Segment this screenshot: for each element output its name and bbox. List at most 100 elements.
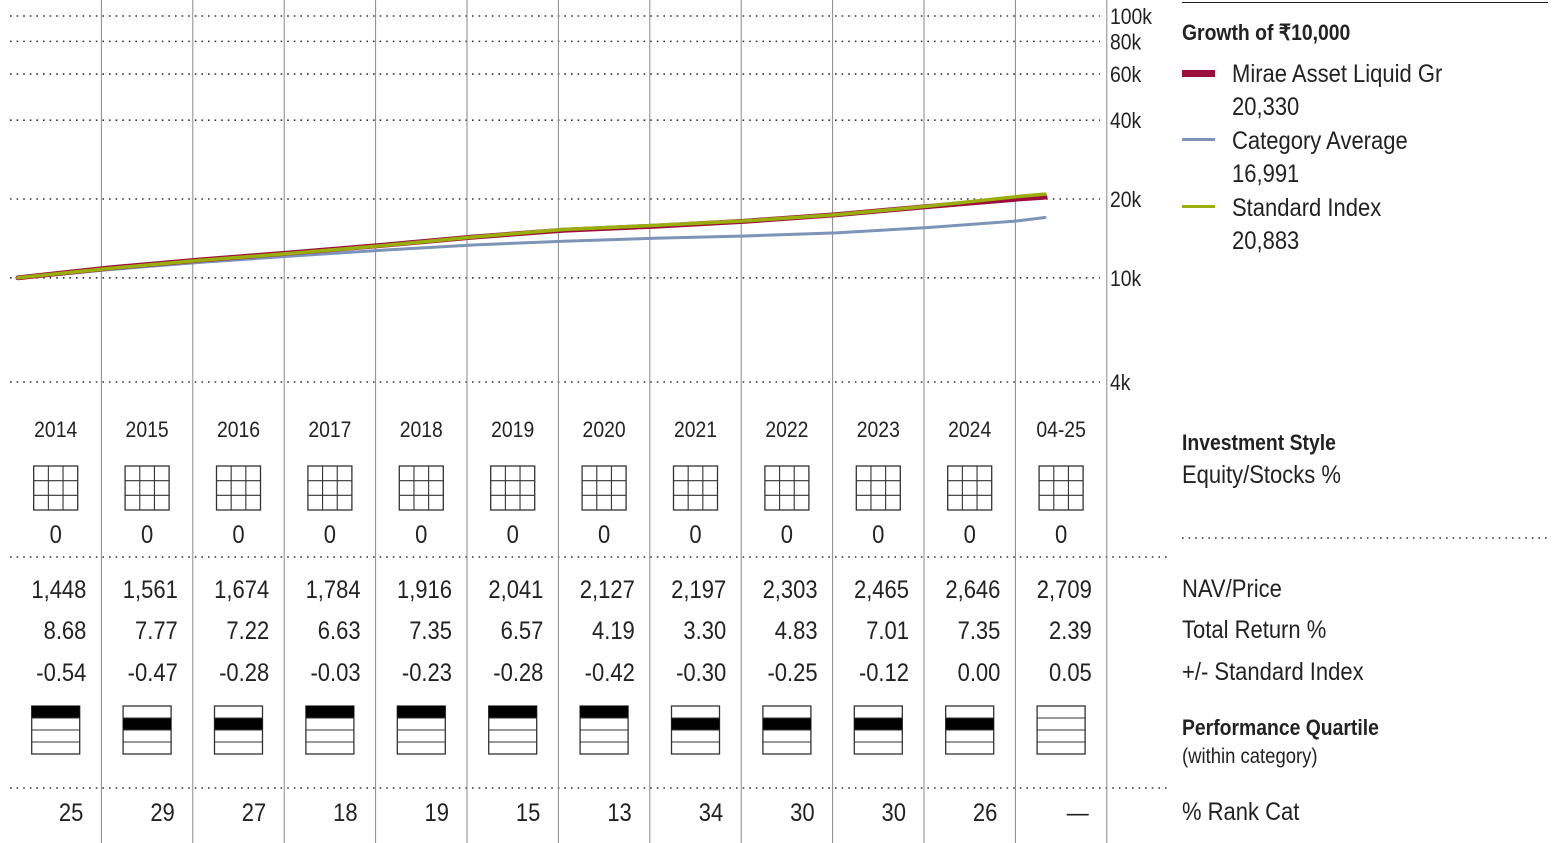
style-box-2015 <box>124 465 170 511</box>
year-label-2024: 2024 <box>948 418 991 442</box>
rank-value: 26 <box>973 799 997 827</box>
table-cell: 1,674 <box>214 576 269 604</box>
series-line-1 <box>16 216 1047 280</box>
y-tick-100k: 100k <box>1110 5 1153 29</box>
table-cell: -0.12 <box>859 659 909 687</box>
row-label-rank: % Rank Cat <box>1182 798 1300 826</box>
quartile-box-2015 <box>122 705 172 755</box>
style-box-2017 <box>307 465 353 511</box>
table-cell: 2,709 <box>1037 576 1092 604</box>
equity-values: 0 0 0 0 0 0 0 0 0 0 0 0 <box>50 521 1068 549</box>
year-label-04-25: 04-25 <box>1036 418 1086 442</box>
year-label-2022: 2022 <box>765 418 808 442</box>
year-label-2019: 2019 <box>491 418 534 442</box>
legend-swatch-index <box>1182 205 1215 208</box>
rank-value: 13 <box>607 799 631 827</box>
quartile-box-2016 <box>213 705 264 755</box>
investment-style-boxes <box>33 465 1084 511</box>
quartile-fill <box>762 718 811 730</box>
table-cell: 1,916 <box>397 576 452 604</box>
quartile-fill <box>31 706 80 718</box>
equity-value: 0 <box>1055 521 1067 549</box>
style-box-2020 <box>581 465 627 511</box>
rank-value: 30 <box>882 799 906 827</box>
quartile-fill <box>671 718 720 730</box>
table-cell: 6.57 <box>501 617 544 645</box>
legend-label-category: Category Average <box>1232 127 1408 155</box>
year-label-2018: 2018 <box>400 418 443 442</box>
style-box-2019 <box>490 465 536 511</box>
table-cell: 7.77 <box>135 617 178 645</box>
year-label-2021: 2021 <box>674 418 717 442</box>
year-label-2016: 2016 <box>217 418 260 442</box>
equity-value: 0 <box>689 521 701 549</box>
table-cell: 4.19 <box>592 617 635 645</box>
style-box-2018 <box>398 465 444 511</box>
row-label-nav: NAV/Price <box>1182 575 1282 603</box>
y-tick-40k: 40k <box>1110 109 1142 133</box>
table-cell: -0.28 <box>219 659 269 687</box>
table-cell: 2,303 <box>763 576 818 604</box>
quartile-box-2017 <box>305 705 355 755</box>
rank-value: 27 <box>242 799 266 827</box>
year-label-2023: 2023 <box>857 418 900 442</box>
chart-series <box>15 192 1048 281</box>
year-label-2017: 2017 <box>308 418 351 442</box>
table-cell: 7.35 <box>958 617 1001 645</box>
quartile-box-2018 <box>396 705 446 755</box>
table-cell: 7.35 <box>409 617 452 645</box>
rank-value: — <box>1067 799 1089 827</box>
style-box-2021 <box>672 465 719 511</box>
style-box-2023 <box>855 465 901 511</box>
style-box-04-25 <box>1038 465 1084 511</box>
rank-value: 18 <box>333 799 357 827</box>
row-label-vs-index: +/- Standard Index <box>1182 658 1364 686</box>
table-cell: -0.03 <box>310 659 360 687</box>
series-line-2 <box>16 192 1047 280</box>
legend-value-category: 16,991 <box>1232 160 1300 188</box>
table-cell: 1,561 <box>123 576 178 604</box>
table-cell: 0.00 <box>958 659 1001 687</box>
style-box-2016 <box>215 465 262 511</box>
equity-value: 0 <box>50 521 62 549</box>
legend-label-index: Standard Index <box>1232 194 1382 222</box>
equity-value: 0 <box>964 521 976 549</box>
style-box-2024 <box>947 465 993 511</box>
rank-value: 15 <box>516 799 540 827</box>
quartile-fill <box>305 706 354 718</box>
quartile-fill <box>854 718 903 730</box>
quartile-box-2021 <box>670 705 721 755</box>
table-cell: -0.42 <box>585 659 635 687</box>
chart-title: Growth of ₹10,000 <box>1182 20 1351 45</box>
style-box-2022 <box>764 465 810 511</box>
quartile-fill <box>945 718 994 730</box>
year-label-2015: 2015 <box>126 418 169 442</box>
quartile-box-2014 <box>31 705 81 755</box>
legend-top-rule <box>1182 2 1548 3</box>
table-cell: 2,127 <box>580 576 635 604</box>
table-cell: -0.28 <box>493 659 543 687</box>
chart-gridlines <box>10 15 1548 789</box>
performance-table: 1,448 1,561 1,674 1,784 1,916 2,041 2,127 2,197… <box>31 576 1091 687</box>
investment-style-title: Investment Style <box>1182 430 1336 455</box>
table-cell: 8.68 <box>44 617 87 645</box>
table-cell: 2,197 <box>671 576 726 604</box>
table-cell: 3.30 <box>683 617 726 645</box>
legend-value-fund: 20,330 <box>1232 93 1300 121</box>
rank-cat-values: 25 29 27 18 19 15 13 34 30 30 26 — <box>59 799 1089 827</box>
quartile-fill <box>580 706 629 718</box>
y-tick-20k: 20k <box>1110 188 1142 212</box>
equity-value: 0 <box>141 521 153 549</box>
rank-value: 25 <box>59 799 83 827</box>
quartile-box-2024 <box>945 705 995 755</box>
table-cell: -0.47 <box>128 659 178 687</box>
table-cell: 6.63 <box>318 617 361 645</box>
table-cell: -0.25 <box>767 659 817 687</box>
quartile-box-2019 <box>488 705 538 755</box>
quartile-box-2020 <box>579 705 629 755</box>
equity-value: 0 <box>507 521 519 549</box>
y-tick-10k: 10k <box>1110 267 1142 291</box>
quartile-box-04-25 <box>1036 705 1086 755</box>
equity-value: 0 <box>324 521 336 549</box>
